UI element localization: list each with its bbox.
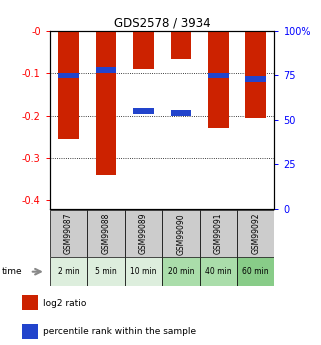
Bar bbox=[133, 108, 154, 114]
Text: GSM99089: GSM99089 bbox=[139, 213, 148, 255]
Text: percentile rank within the sample: percentile rank within the sample bbox=[43, 327, 196, 336]
Bar bbox=[246, 76, 266, 82]
Text: 60 min: 60 min bbox=[242, 267, 269, 276]
Text: 10 min: 10 min bbox=[130, 267, 157, 276]
Bar bbox=[208, 31, 229, 128]
Text: time: time bbox=[2, 267, 22, 276]
Bar bbox=[170, 110, 191, 116]
Title: GDS2578 / 3934: GDS2578 / 3934 bbox=[114, 17, 211, 30]
Bar bbox=[87, 257, 125, 286]
Bar bbox=[125, 257, 162, 286]
Text: GSM99088: GSM99088 bbox=[101, 213, 110, 254]
Bar bbox=[22, 295, 38, 310]
Bar bbox=[58, 73, 79, 78]
Bar bbox=[237, 210, 274, 257]
Bar bbox=[125, 210, 162, 257]
Bar bbox=[96, 31, 116, 175]
Text: GSM99092: GSM99092 bbox=[251, 213, 260, 255]
Text: 2 min: 2 min bbox=[58, 267, 79, 276]
Text: GSM99090: GSM99090 bbox=[176, 213, 185, 255]
Text: GSM99087: GSM99087 bbox=[64, 213, 73, 255]
Bar bbox=[237, 257, 274, 286]
Bar bbox=[162, 210, 200, 257]
Bar bbox=[200, 210, 237, 257]
Text: GSM99091: GSM99091 bbox=[214, 213, 223, 255]
Bar bbox=[50, 257, 87, 286]
Text: 20 min: 20 min bbox=[168, 267, 194, 276]
Bar bbox=[162, 257, 200, 286]
Bar bbox=[246, 31, 266, 118]
Bar bbox=[96, 67, 116, 73]
Bar bbox=[50, 210, 87, 257]
Bar bbox=[200, 257, 237, 286]
Text: 5 min: 5 min bbox=[95, 267, 117, 276]
Text: log2 ratio: log2 ratio bbox=[43, 299, 86, 308]
Bar bbox=[133, 31, 154, 69]
Bar bbox=[22, 324, 38, 339]
Text: 40 min: 40 min bbox=[205, 267, 231, 276]
Bar bbox=[170, 31, 191, 59]
Bar bbox=[208, 73, 229, 78]
Bar bbox=[58, 31, 79, 139]
Bar bbox=[87, 210, 125, 257]
